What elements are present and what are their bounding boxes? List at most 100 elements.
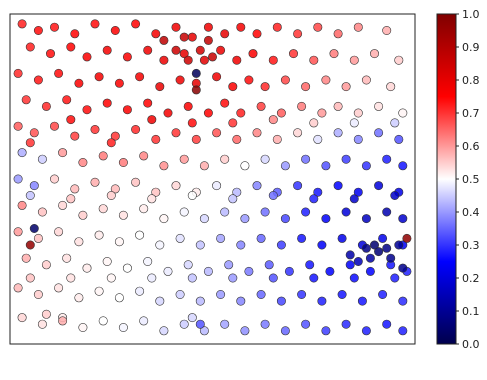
scatter-point — [82, 263, 92, 273]
scatter-point — [102, 256, 112, 266]
scatter-point — [337, 233, 347, 243]
scatter-point — [203, 35, 213, 45]
scatter-point — [248, 49, 258, 59]
scatter-point — [272, 22, 282, 32]
scatter-point — [394, 240, 404, 250]
scatter-point — [171, 22, 181, 32]
scatter-point — [49, 174, 59, 184]
scatter-point — [382, 243, 392, 253]
scatter-point — [337, 289, 347, 299]
scatter-point — [135, 230, 145, 240]
scatter-point — [33, 25, 43, 35]
scatter-point — [378, 233, 388, 243]
scatter-point — [382, 25, 392, 35]
scatter-point — [398, 296, 408, 306]
scatter-point — [293, 29, 303, 39]
scatter-point — [341, 154, 351, 164]
scatter-point — [333, 128, 343, 138]
scatter-point — [345, 260, 355, 270]
scatter-point — [394, 55, 404, 65]
scatter-point — [353, 108, 363, 118]
scatter-point — [171, 181, 181, 191]
scatter-point — [321, 161, 331, 171]
scatter-point — [106, 273, 116, 283]
colorbar-tick-label: 0.0 — [462, 338, 480, 351]
scatter-point — [195, 296, 205, 306]
scatter-point — [333, 29, 343, 39]
scatter-point — [33, 289, 43, 299]
scatter-point — [74, 237, 84, 247]
scatter-point — [175, 75, 185, 85]
scatter-point — [216, 289, 226, 299]
scatter-point — [13, 68, 23, 78]
scatter-point — [369, 49, 379, 59]
scatter-point — [58, 148, 68, 158]
scatter-point — [179, 32, 189, 42]
colorbar-tick-label: 0.7 — [462, 107, 480, 120]
scatter-point — [135, 286, 145, 296]
scatter-point — [74, 78, 84, 88]
scatter-point — [13, 121, 23, 131]
scatter-point — [191, 134, 201, 144]
scatter-point — [220, 319, 230, 329]
colorbar-tick-label: 0.1 — [462, 305, 480, 318]
scatter-point — [151, 187, 161, 197]
scatter-point — [155, 296, 165, 306]
scatter-point — [78, 322, 88, 332]
scatter-point — [301, 82, 311, 92]
colorbar-gradient — [436, 13, 457, 345]
scatter-point — [220, 29, 230, 39]
colorbar-tick-label: 0.8 — [462, 74, 480, 87]
scatter-point — [365, 266, 375, 276]
scatter-point — [394, 134, 404, 144]
scatter-point — [398, 214, 408, 224]
scatter-point — [147, 194, 157, 204]
scatter-point — [297, 101, 307, 111]
scatter-point — [268, 191, 278, 201]
scatter-point — [252, 181, 262, 191]
scatter-point — [297, 289, 307, 299]
scatter-point — [21, 253, 31, 263]
colorbar-tick-label: 0.4 — [462, 206, 480, 219]
scatter-point — [361, 243, 371, 253]
colorbar-ticks: 0.0 0.1 0.2 0.3 0.4 0.5 0.6 0.7 0.8 0.9 1.0 — [456, 8, 480, 351]
scatter-point — [325, 266, 335, 276]
colorbar-tick-label: 1.0 — [462, 8, 480, 21]
scatter-point — [118, 158, 128, 168]
scatter-point — [159, 326, 169, 336]
scatter-point — [13, 283, 23, 293]
scatter-point — [90, 19, 100, 29]
scatter-point — [349, 273, 359, 283]
scatter-point — [62, 95, 72, 105]
scatter-point — [236, 296, 246, 306]
scatter-point — [122, 105, 132, 115]
scatter-point — [29, 181, 39, 191]
scatter-point — [309, 118, 319, 128]
scatter-point — [25, 138, 35, 148]
scatter-point — [82, 52, 92, 62]
scatter-point — [187, 32, 197, 42]
scatter-point — [21, 95, 31, 105]
scatter-point — [25, 42, 35, 52]
scatter-point — [163, 266, 173, 276]
scatter-point — [191, 85, 201, 95]
scatter-point — [106, 138, 116, 148]
scatter-point — [260, 207, 270, 217]
scatter-point — [151, 134, 161, 144]
scatter-point — [369, 240, 379, 250]
scatter-point — [232, 55, 242, 65]
scatter-point — [220, 98, 230, 108]
scatter-point — [390, 118, 400, 128]
scatter-point — [78, 158, 88, 168]
scatter-point — [29, 224, 39, 234]
scatter-point — [236, 22, 246, 32]
scatter-point — [70, 29, 80, 39]
scatter-point — [276, 240, 286, 250]
scatter-point — [114, 78, 124, 88]
scatter-point — [208, 52, 218, 62]
scatter-point — [155, 240, 165, 250]
scatter-point — [256, 289, 266, 299]
scatter-point — [17, 200, 27, 210]
scatter-point — [228, 82, 238, 92]
scatter-point — [280, 75, 290, 85]
